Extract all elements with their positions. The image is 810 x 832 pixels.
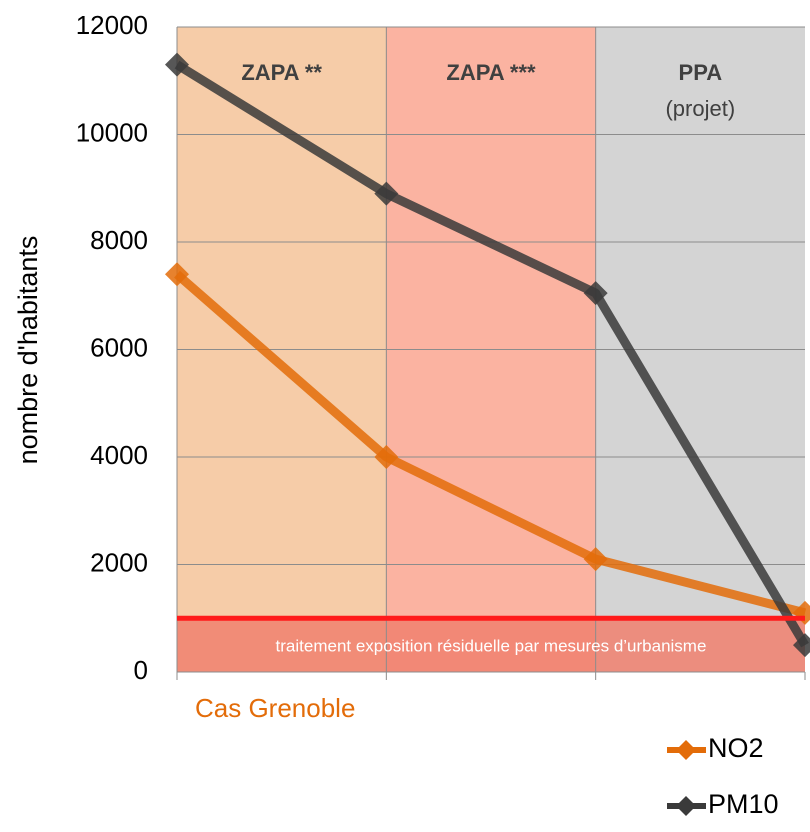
series-line (174, 270, 807, 618)
data-point (583, 547, 608, 572)
region-label: ZAPA ** (241, 60, 322, 85)
series-line (174, 60, 809, 648)
y-tick-label: 10000 (76, 117, 148, 147)
region-sublabel: (projet) (665, 96, 735, 121)
legend-marker (676, 740, 696, 760)
data-point (374, 181, 399, 206)
threshold-label: traitement exposition résiduelle par mes… (276, 637, 707, 656)
data-point (165, 262, 189, 287)
data-point (793, 600, 810, 625)
data-point (374, 445, 399, 469)
annotation: Cas Grenoble (195, 693, 355, 723)
data-point (583, 281, 608, 306)
y-tick-label: 12000 (76, 10, 148, 40)
y-tick-label: 2000 (90, 547, 148, 577)
region-label: PPA (679, 60, 723, 85)
region-label: ZAPA *** (446, 60, 536, 85)
data-point (165, 52, 189, 77)
legend-marker (676, 796, 696, 816)
threshold-band (177, 618, 805, 672)
y-tick-label: 4000 (90, 440, 148, 470)
y-tick-label: 6000 (90, 332, 148, 362)
y-axis-title: nombre d'habitants (13, 236, 43, 465)
data-point (793, 633, 810, 658)
legend-label: NO2 (708, 733, 764, 763)
y-tick-label: 0 (134, 655, 148, 685)
background (177, 26, 805, 673)
y-tick-label: 8000 (90, 225, 148, 255)
legend-label: PM10 (708, 789, 779, 819)
